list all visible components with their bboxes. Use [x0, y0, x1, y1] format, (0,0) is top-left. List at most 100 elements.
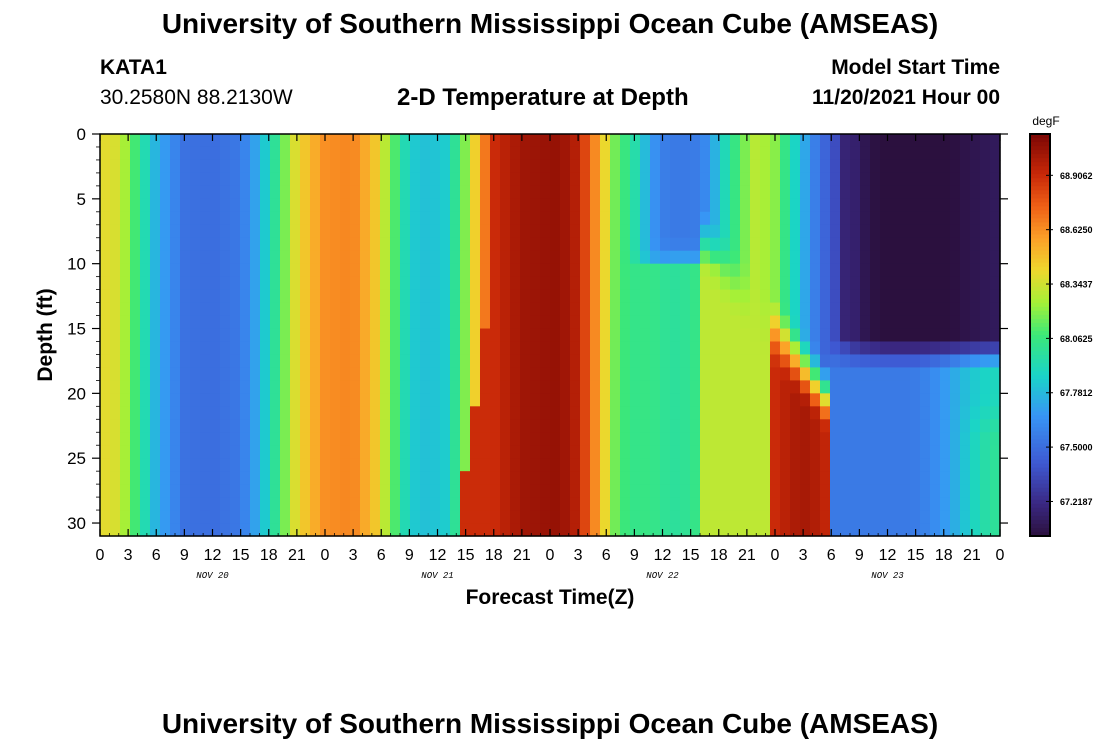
colorbar-swatch: [1030, 451, 1050, 457]
heatmap-cell: [360, 276, 371, 291]
heatmap-cell: [740, 458, 751, 472]
heatmap-cell: [310, 484, 321, 498]
heatmap-cell: [780, 237, 791, 252]
heatmap-cell: [980, 159, 991, 174]
heatmap-cell: [180, 134, 191, 148]
heatmap-cell: [610, 484, 621, 498]
heatmap-cell: [850, 134, 861, 148]
heatmap-cell: [810, 224, 821, 239]
heatmap-cell: [710, 276, 721, 291]
heatmap-cell: [410, 198, 421, 213]
heatmap-cell: [630, 393, 641, 407]
y-tick-label: 5: [77, 190, 86, 209]
heatmap-cell: [590, 198, 601, 213]
heatmap-cell: [280, 393, 291, 407]
heatmap-cell: [410, 276, 421, 291]
station-id: KATA1: [100, 56, 167, 79]
heatmap-cell: [850, 276, 861, 291]
heatmap-cell: [570, 497, 581, 511]
heatmap-cell: [870, 393, 881, 407]
heatmap-cell: [600, 445, 611, 459]
heatmap-cell: [500, 471, 511, 485]
heatmap-cell: [200, 406, 211, 420]
y-tick-label: 20: [67, 384, 86, 403]
heatmap-cell: [480, 315, 491, 330]
heatmap-cell: [760, 185, 771, 200]
heatmap-cell: [840, 510, 851, 524]
heatmap-cell: [200, 393, 211, 407]
heatmap-cell: [320, 302, 331, 317]
heatmap-cell: [260, 198, 271, 213]
heatmap-cell: [220, 510, 231, 524]
heatmap-cell: [560, 432, 571, 446]
heatmap-cell: [770, 237, 781, 252]
heatmap-cell: [850, 172, 861, 187]
heatmap-cell: [730, 471, 741, 485]
heatmap-cell: [380, 380, 391, 394]
heatmap-cell: [910, 172, 921, 187]
heatmap-cell: [730, 134, 741, 148]
heatmap-cell: [210, 198, 221, 213]
heatmap-cell: [740, 354, 751, 369]
heatmap-cell: [610, 523, 621, 537]
heatmap-cell: [660, 471, 671, 485]
heatmap-cell: [210, 341, 221, 356]
heatmap-cell: [740, 380, 751, 394]
heatmap-cell: [560, 341, 571, 356]
heatmap-cell: [870, 432, 881, 446]
heatmap-cell: [750, 237, 761, 252]
heatmap-cell: [810, 445, 821, 459]
heatmap-cell: [670, 523, 681, 537]
heatmap-cell: [480, 445, 491, 459]
heatmap-cell: [860, 471, 871, 485]
heatmap-cell: [580, 523, 591, 537]
heatmap-cell: [340, 250, 351, 265]
heatmap-cell: [680, 134, 691, 148]
heatmap-cell: [430, 419, 441, 433]
heatmap-cell: [720, 237, 731, 252]
heatmap-cell: [780, 263, 791, 278]
heatmap-cell: [590, 380, 601, 394]
heatmap-cell: [380, 289, 391, 304]
heatmap-cell: [140, 445, 151, 459]
heatmap-cell: [390, 315, 401, 330]
heatmap-cell: [180, 263, 191, 278]
heatmap-cell: [800, 354, 811, 369]
heatmap-cell: [250, 302, 261, 317]
heatmap-cell: [210, 406, 221, 420]
heatmap-cell: [420, 510, 431, 524]
heatmap-cell: [230, 328, 241, 343]
heatmap-cell: [420, 419, 431, 433]
heatmap-cell: [280, 354, 291, 369]
heatmap-cell: [140, 276, 151, 291]
heatmap-cell: [640, 445, 651, 459]
heatmap-cell: [750, 134, 761, 148]
heatmap-cell: [110, 471, 121, 485]
heatmap-cell: [930, 172, 941, 187]
heatmap-cell: [150, 432, 161, 446]
heatmap-cell: [970, 185, 981, 200]
heatmap-cell: [460, 250, 471, 265]
heatmap-cell: [210, 211, 221, 226]
heatmap-cell: [820, 367, 831, 381]
heatmap-cell: [750, 302, 761, 317]
heatmap-cell: [980, 354, 991, 369]
heatmap-cell: [120, 445, 131, 459]
heatmap-cell: [500, 406, 511, 420]
heatmap-cell: [580, 302, 591, 317]
heatmap-cell: [450, 341, 461, 356]
heatmap-cell: [100, 406, 111, 420]
heatmap-cell: [870, 406, 881, 420]
heatmap-cell: [250, 523, 261, 537]
heatmap-cell: [480, 432, 491, 446]
heatmap-cell: [340, 302, 351, 317]
heatmap-cell: [710, 445, 721, 459]
heatmap-cell: [340, 484, 351, 498]
heatmap-cell: [800, 419, 811, 433]
heatmap-cell: [280, 276, 291, 291]
heatmap-cell: [470, 497, 481, 511]
heatmap-cell: [490, 289, 501, 304]
heatmap-cell: [840, 328, 851, 343]
heatmap-cell: [380, 315, 391, 330]
heatmap-cell: [820, 484, 831, 498]
